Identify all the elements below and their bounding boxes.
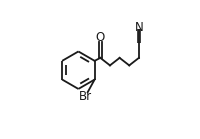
Text: N: N [134,21,143,34]
Text: Br: Br [78,90,91,103]
Text: O: O [95,31,104,44]
